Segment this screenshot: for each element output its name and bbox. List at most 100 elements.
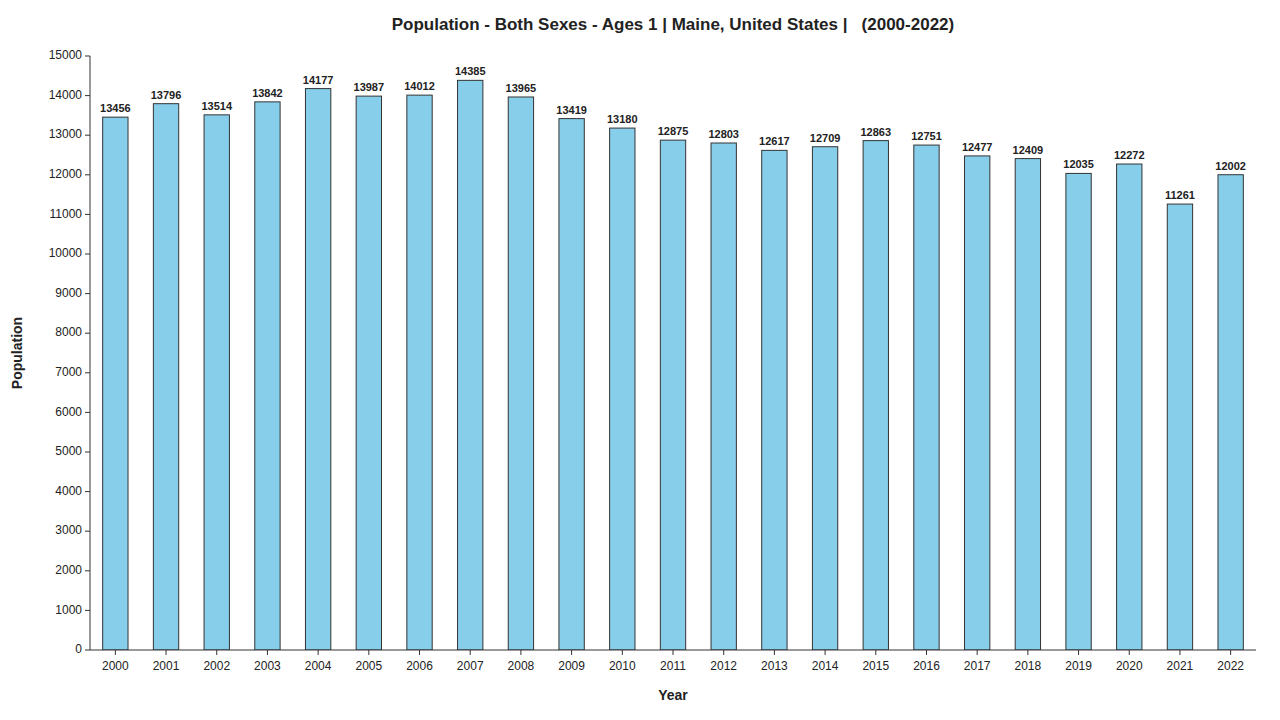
x-axis: 2000200120022003200420052006200720082009… (90, 650, 1256, 673)
bar (1117, 164, 1142, 650)
y-tick-label: 13000 (49, 127, 83, 141)
bar (762, 150, 787, 650)
data-label: 13180 (607, 113, 638, 125)
y-tick (85, 491, 90, 492)
x-tick-label: 2022 (1217, 659, 1244, 673)
x-tick-label: 2015 (862, 659, 889, 673)
x-tick-label: 2020 (1116, 659, 1143, 673)
x-tick-label: 2007 (457, 659, 484, 673)
x-tick (470, 650, 471, 655)
data-label: 12409 (1013, 144, 1044, 156)
x-tick (875, 650, 876, 655)
x-tick (115, 650, 116, 655)
y-tick (85, 254, 90, 255)
x-tick (774, 650, 775, 655)
x-tick (216, 650, 217, 655)
x-tick-label: 2006 (406, 659, 433, 673)
data-label: 12863 (860, 126, 891, 138)
y-tick-label: 8000 (55, 325, 82, 339)
x-tick-label: 2012 (710, 659, 737, 673)
y-tick-label: 0 (75, 642, 82, 656)
x-tick (1179, 650, 1180, 655)
data-label: 14177 (303, 74, 334, 86)
x-axis-label: Year (658, 687, 688, 703)
bar (914, 145, 939, 650)
x-tick (1078, 650, 1079, 655)
y-tick (85, 174, 90, 175)
data-label: 13796 (151, 89, 182, 101)
bar (458, 80, 483, 650)
y-tick (85, 412, 90, 413)
data-labels: 1345613796135141384214177139871401214385… (100, 65, 1246, 201)
x-tick (673, 650, 674, 655)
bar (711, 143, 736, 650)
data-label: 12035 (1063, 158, 1094, 170)
y-tick-label: 11000 (50, 207, 83, 221)
x-tick-label: 2017 (964, 659, 991, 673)
x-tick-label: 2008 (508, 659, 535, 673)
bar (407, 95, 432, 650)
y-tick-label: 9000 (55, 286, 82, 300)
x-tick-label: 2010 (609, 659, 636, 673)
bar (153, 104, 178, 650)
y-tick (85, 531, 90, 532)
data-label: 12751 (911, 130, 942, 142)
data-label: 14012 (404, 80, 435, 92)
bar (204, 115, 229, 650)
x-tick (825, 650, 826, 655)
y-tick-label: 15000 (49, 48, 83, 62)
x-tick (571, 650, 572, 655)
y-axis: 0100020003000400050006000700080009000100… (49, 48, 90, 656)
x-tick-label: 2004 (305, 659, 332, 673)
y-tick-label: 2000 (55, 563, 82, 577)
y-tick-label: 10000 (49, 246, 83, 260)
data-label: 12803 (708, 128, 739, 140)
x-tick-label: 2009 (558, 659, 585, 673)
bar (1066, 173, 1091, 650)
x-tick (1027, 650, 1028, 655)
x-tick-label: 2011 (660, 659, 686, 673)
title: Population - Both Sexes - Ages 1 | Maine… (392, 15, 954, 34)
data-label: 12709 (810, 132, 841, 144)
bar (610, 128, 635, 650)
y-tick (85, 135, 90, 136)
bar (356, 96, 381, 650)
x-tick (419, 650, 420, 655)
bar (103, 117, 128, 650)
x-tick (267, 650, 268, 655)
bar (1167, 204, 1192, 650)
x-tick (166, 650, 167, 655)
bar (305, 89, 330, 650)
bar (660, 140, 685, 650)
x-tick-label: 2016 (913, 659, 940, 673)
x-tick (520, 650, 521, 655)
bar (863, 141, 888, 650)
bar (965, 156, 990, 650)
y-tick-label: 14000 (49, 88, 83, 102)
bar (508, 97, 533, 650)
y-axis-label: Population (9, 317, 25, 389)
data-label: 13456 (100, 102, 131, 114)
y-tick (85, 570, 90, 571)
y-tick (85, 650, 90, 651)
x-tick (926, 650, 927, 655)
x-tick-label: 2000 (102, 659, 129, 673)
y-tick (85, 214, 90, 215)
data-label: 13987 (354, 81, 385, 93)
x-tick (977, 650, 978, 655)
data-label: 13514 (201, 100, 232, 112)
x-tick (368, 650, 369, 655)
y-tick (85, 95, 90, 96)
y-tick (85, 56, 90, 57)
data-label: 13419 (556, 104, 587, 116)
x-tick-label: 2021 (1167, 659, 1194, 673)
x-tick-label: 2001 (153, 659, 180, 673)
x-tick-label: 2013 (761, 659, 788, 673)
data-label: 12002 (1215, 160, 1246, 172)
y-tick-label: 1000 (55, 603, 82, 617)
y-axis-line (90, 56, 91, 650)
y-tick-label: 5000 (55, 444, 82, 458)
bar (812, 147, 837, 650)
x-tick (622, 650, 623, 655)
bar (255, 102, 280, 650)
